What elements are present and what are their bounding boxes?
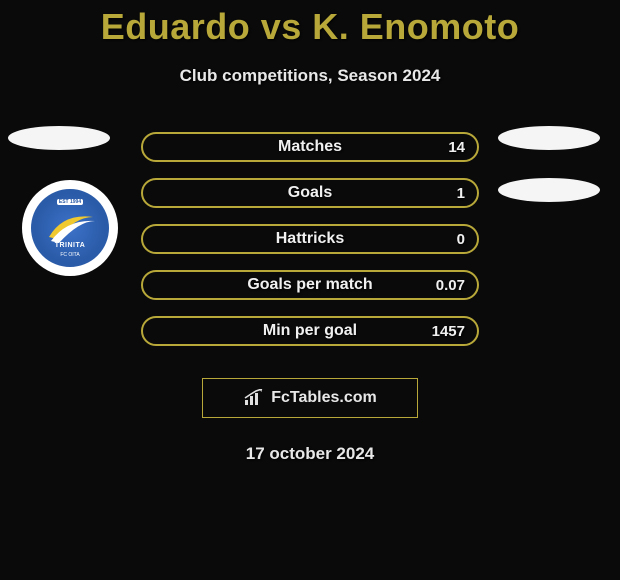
team-badge-inner: EST 1994 TRINITA FC OITA: [31, 189, 109, 267]
stat-row-min-per-goal: Min per goal 1457: [141, 316, 479, 346]
stat-value: 1: [457, 185, 465, 202]
badge-est-text: EST 1994: [57, 199, 83, 205]
badge-team-text: TRINITA: [55, 242, 86, 249]
stat-label: Matches: [278, 138, 342, 156]
chart-icon: [243, 389, 265, 407]
player-right-placeholder-2: [498, 178, 600, 202]
badge-swoosh-icon: [45, 207, 101, 247]
stat-row-matches: Matches 14: [141, 132, 479, 162]
badge-sub-text: FC OITA: [60, 252, 79, 258]
stat-value: 1457: [432, 323, 465, 340]
player-left-placeholder: [8, 126, 110, 150]
stat-label: Goals per match: [247, 276, 372, 294]
team-badge: EST 1994 TRINITA FC OITA: [22, 180, 118, 276]
stat-value: 14: [448, 139, 465, 156]
stat-row-hattricks: Hattricks 0: [141, 224, 479, 254]
stat-value: 0.07: [436, 277, 465, 294]
stat-label: Goals: [288, 184, 332, 202]
brand-box[interactable]: FcTables.com: [202, 378, 418, 418]
stat-label: Hattricks: [276, 230, 344, 248]
stat-row-goals: Goals 1: [141, 178, 479, 208]
stat-row-goals-per-match: Goals per match 0.07: [141, 270, 479, 300]
brand-text: FcTables.com: [271, 389, 377, 407]
player-right-placeholder-1: [498, 126, 600, 150]
page-title: Eduardo vs K. Enomoto: [0, 0, 620, 48]
stat-value: 0: [457, 231, 465, 248]
date-text: 17 october 2024: [0, 444, 620, 464]
subtitle: Club competitions, Season 2024: [0, 66, 620, 86]
stat-label: Min per goal: [263, 322, 357, 340]
